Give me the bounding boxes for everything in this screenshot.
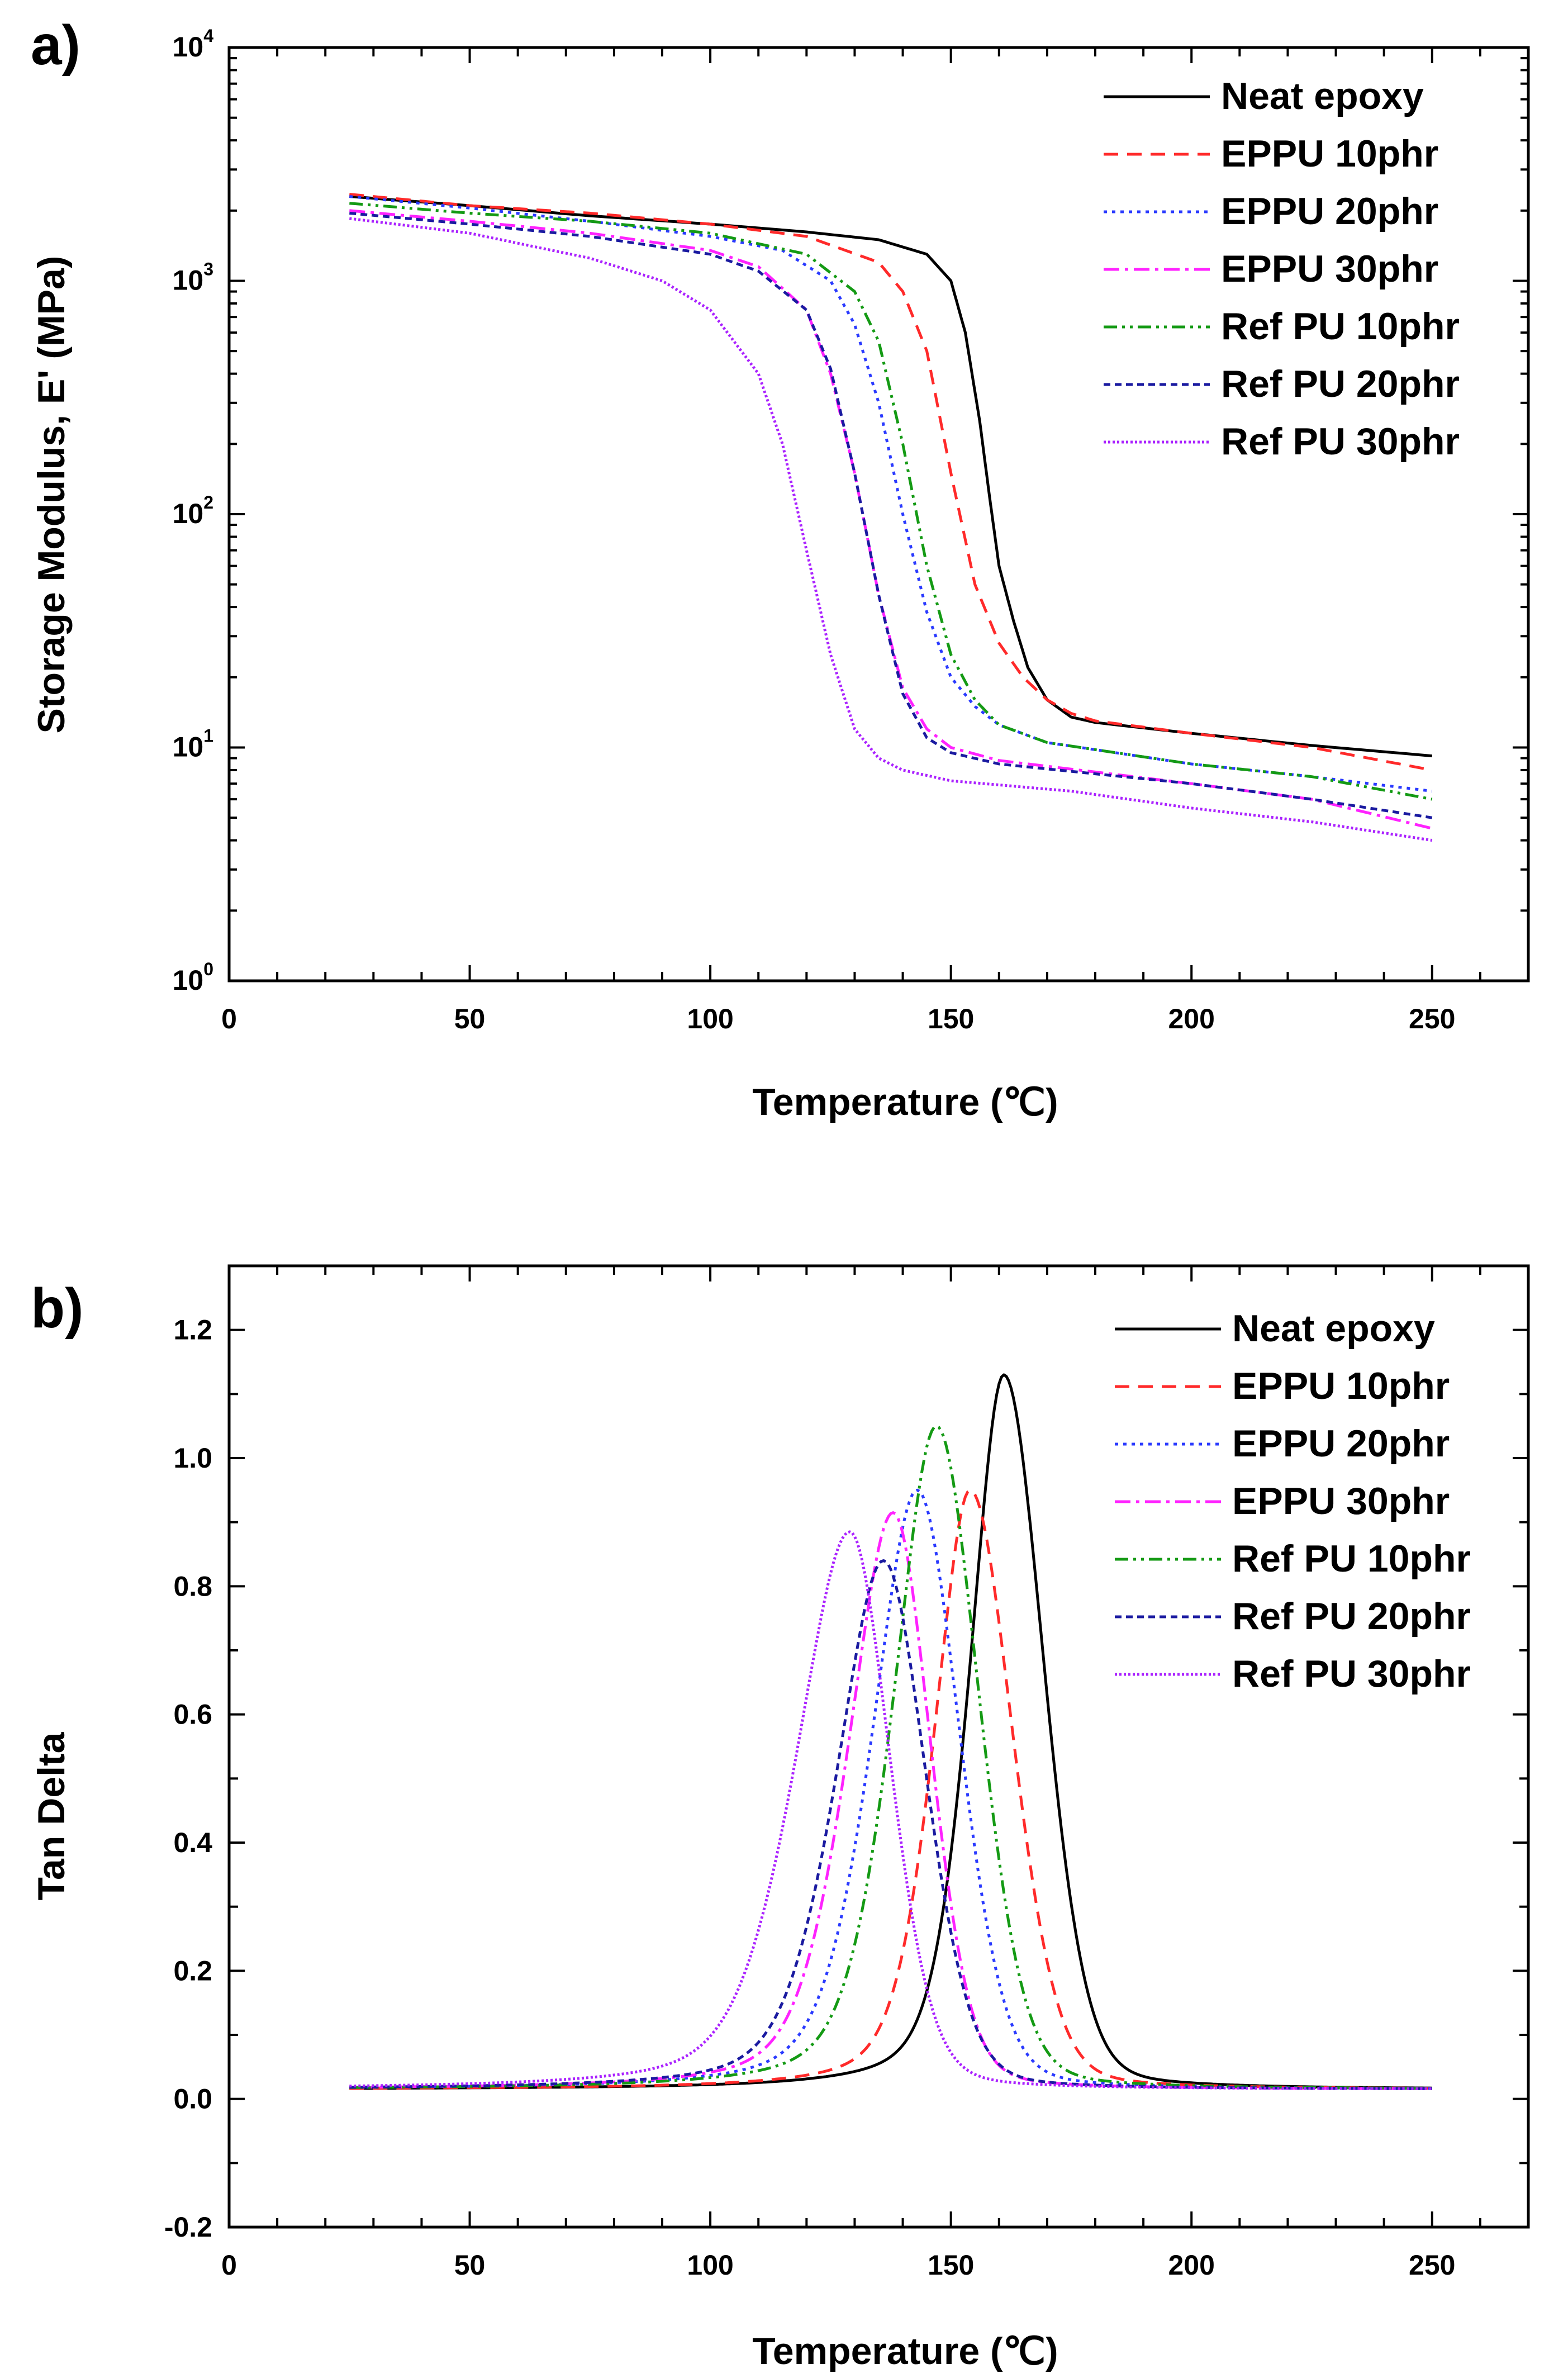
x-tick-label: 200 <box>1168 2249 1215 2281</box>
series-line-6 <box>349 211 1433 819</box>
legend-label: EPPU 10phr <box>1232 1365 1450 1407</box>
x-tick-label: 50 <box>454 2249 486 2281</box>
legend-label: Neat epoxy <box>1232 1307 1435 1350</box>
y-tick-label: 101 <box>173 726 213 763</box>
panel-a-label: a) <box>31 14 80 77</box>
y-tick-label: 0.4 <box>173 1827 212 1858</box>
series-line-6 <box>349 1559 1432 2090</box>
panel-a-storage-modulus-chart: a) 0 50 100 150 200 250 100 101 102 103 104 Neat e… <box>30 14 1530 1123</box>
legend-label: Ref PU 30phr <box>1221 420 1460 463</box>
x-tick-label: 100 <box>687 1003 733 1034</box>
legend-label: EPPU 20phr <box>1221 190 1438 232</box>
x-tick-label: 150 <box>928 2249 974 2281</box>
legend-label: Ref PU 20phr <box>1221 363 1460 405</box>
legend-label: EPPU 30phr <box>1232 1480 1450 1522</box>
series-line-2 <box>349 193 1433 772</box>
series-line-7 <box>349 1530 1432 2090</box>
x-tick-label: 0 <box>221 1003 237 1034</box>
y-tick-label: 1.0 <box>173 1442 212 1474</box>
panel-b-x-axis-title: Temperature (℃) <box>752 2330 1058 2372</box>
y-tick-label: 100 <box>173 959 213 996</box>
y-tick-label: -0.2 <box>164 2211 212 2243</box>
legend-label: EPPU 20phr <box>1232 1422 1450 1465</box>
series-line-4 <box>349 209 1433 830</box>
y-tick-label: 103 <box>173 259 213 296</box>
y-tick-label: 102 <box>173 492 213 529</box>
y-tick-label: 0.0 <box>173 2083 212 2115</box>
legend-label: Neat epoxy <box>1221 75 1424 117</box>
panel-a-x-axis-title: Temperature (℃) <box>752 1081 1058 1123</box>
legend-label: EPPU 10phr <box>1221 132 1438 175</box>
x-tick-label: 200 <box>1168 1003 1215 1034</box>
x-tick-label: 100 <box>687 2249 733 2281</box>
y-tick-label: 104 <box>173 26 214 63</box>
legend-label: Ref PU 20phr <box>1232 1595 1471 1637</box>
series-line-3 <box>349 195 1433 793</box>
legend-label: EPPU 30phr <box>1221 248 1438 290</box>
panel-b-tan-delta-chart: b) 0 50 100 150 200 250 -0.2 0.0 0.2 0.4 0.6 0.8 1.0… <box>30 1264 1530 2372</box>
y-tick-label: 1.2 <box>173 1314 212 1346</box>
x-tick-label: 250 <box>1409 1003 1455 1034</box>
panel-b-y-axis-title: Tan Delta <box>30 1731 73 1900</box>
plot-frame <box>227 1264 1530 2229</box>
y-tick-label: 0.2 <box>173 1955 212 1986</box>
legend-label: Ref PU 10phr <box>1232 1537 1471 1580</box>
legend-label: Ref PU 30phr <box>1232 1653 1471 1695</box>
y-tick-label: 0.8 <box>173 1570 212 1602</box>
x-tick-label: 150 <box>928 1003 974 1034</box>
x-tick-label: 50 <box>454 1003 486 1034</box>
y-tick-label: 0.6 <box>173 1699 212 1730</box>
x-tick-label: 250 <box>1409 2249 1455 2281</box>
series-line-5 <box>349 202 1433 801</box>
plot-frame <box>227 46 1530 982</box>
panel-a-y-axis-title: Storage Modulus, E' (MPa) <box>30 256 73 734</box>
panel-b-label: b) <box>31 1277 83 1340</box>
x-tick-label: 0 <box>221 2249 237 2281</box>
legend-label: Ref PU 10phr <box>1221 305 1460 348</box>
